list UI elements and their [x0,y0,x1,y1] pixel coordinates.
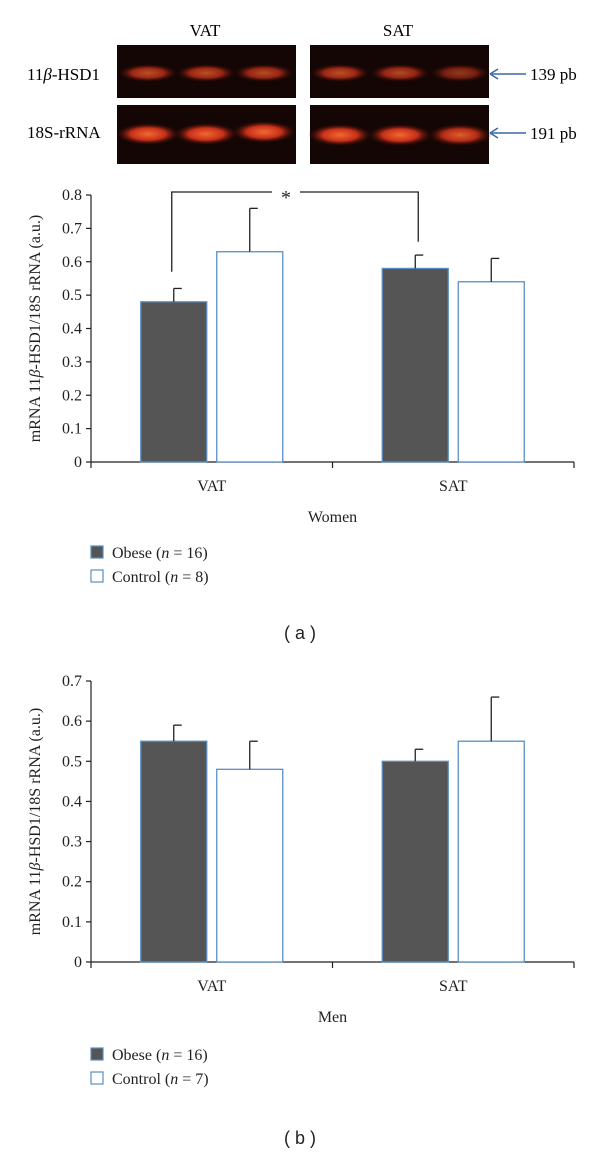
chart1-legend-entry-control: Control (n = 7) [112,1071,209,1088]
chart1-legend-count: = 7) [178,1071,208,1088]
band-sat-18s-1 [308,124,372,146]
chart0-ytick-label: 0.7 [62,220,82,237]
band-vat-18s-2 [174,123,238,145]
chart1-ytick-label: 0.6 [62,713,82,730]
chart1-ytick-label: 0.5 [62,753,82,770]
chart0-legend-entry-control: Control (n = 8) [112,569,209,586]
chart0-ytick-label: 0.5 [62,287,82,304]
chart0-legend-count: = 8) [178,569,208,586]
chart1-category-label-sat: SAT [439,978,468,995]
chart1-ylabel-suffix: -HSD1/18S rRNA (a.u.) [27,708,44,863]
chart1-legend-count: = 16) [169,1047,207,1064]
chart1-legend-open: ( [165,1071,170,1088]
chart0-ytick-label: 0.6 [62,254,82,271]
chart0-ylabel-beta: β [27,369,44,378]
band-sat-hsd1-3 [430,64,490,82]
chart0-panel-label: ( a ) [284,623,316,643]
chart1-ylabel-prefix: mRNA 11 [27,870,44,935]
chart-a: mRNA 11β-HSD1/18S rRNA (a.u.) 0 0.1 0.2 0.3 0… [27,187,575,643]
chart0-legend-open: ( [165,569,170,586]
chart1-ytick-label: 0.3 [62,834,82,851]
chart0-legend-name: Control [112,569,161,586]
chart0-ytick-label: 0.2 [62,387,82,404]
chart0-legend-n: n [170,569,178,586]
chart1-legend-entry-obese: Obese (n = 16) [112,1047,208,1064]
chart1-xlabel: Men [318,1009,347,1026]
arrow-191-head [489,127,499,139]
chart1-legend-n: n [161,1047,169,1064]
chart1-legend-swatch-obese [90,1047,104,1061]
chart1-legend-open: ( [156,1047,161,1064]
chart0-bar-control-sat [457,281,525,463]
chart1-bar-control-sat [457,740,525,963]
gel-row-label-hsd1: 11β-HSD1 [27,65,100,84]
band-sat-hsd1-1 [310,64,370,82]
chart1-panel-label: ( b ) [284,1128,316,1148]
chart1-ytick-label: 0 [74,954,82,971]
chart-b: mRNA 11β-HSD1/18S rRNA (a.u.) 0 0.1 0.2 0.3 0… [27,673,575,1148]
gel-header-vat: VAT [190,21,221,40]
band-vat-18s-1 [116,123,180,145]
chart0-ytick-label: 0.8 [62,187,82,204]
chart1-legend-n: n [170,1071,178,1088]
chart0-legend-swatch-obese [90,545,104,559]
chart1-legend-swatch-control [90,1071,104,1085]
chart0-ylabel: mRNA 11β-HSD1/18S rRNA (a.u.) [27,215,44,442]
chart0-legend-open: ( [156,545,161,562]
chart0-category-label-vat: VAT [197,478,226,495]
gel-header-sat: SAT [383,21,414,40]
band-vat-hsd1-2 [176,64,236,82]
chart1-bar-obese-sat [381,760,449,963]
chart0-bar-obese-vat [140,301,208,463]
chart1-ylabel-beta: β [27,862,44,871]
band-vat-hsd1-1 [118,64,178,82]
chart1-ytick-label: 0.4 [62,793,82,810]
chart1-bar-control-vat [216,768,284,963]
chart0-category-label-sat: SAT [439,478,468,495]
chart0-ylabel-prefix: mRNA 11 [27,377,44,442]
chart0-legend-entry-obese: Obese (n = 16) [112,545,208,562]
chart0-legend-count: = 16) [169,545,207,562]
gel-row-label-18s: 18S-rRNA [27,123,101,142]
chart0-ytick-label: 0.4 [62,321,82,338]
chart0-legend-swatch-control [90,569,104,583]
band-sat-18s-2 [368,124,432,146]
chart0-significance-star: * [281,187,291,209]
chart0-xlabel: Women [308,509,357,526]
chart0-ytick-label: 0.3 [62,354,82,371]
chart0-bar-control-vat [216,251,284,463]
chart1-ytick-label: 0.1 [62,914,82,931]
band-sat-hsd1-2 [370,64,430,82]
chart1-ytick-label: 0.2 [62,874,82,891]
chart1-legend-name: Control [112,1071,161,1088]
chart1-category-label-vat: VAT [197,978,226,995]
chart0-significance-bracket-left [171,191,272,272]
chart0-bar-obese-sat [381,267,449,463]
chart0-legend-n: n [161,545,169,562]
chart1-ytick-label: 0.7 [62,673,82,690]
size-label-191: 191 pb [530,124,577,143]
band-sat-18s-3 [428,124,492,146]
chart0-legend-name: Obese [112,545,152,562]
band-vat-hsd1-3 [234,64,294,82]
chart1-bar-obese-vat [140,740,208,963]
chart1-ylabel: mRNA 11β-HSD1/18S rRNA (a.u.) [27,708,44,935]
chart0-ytick-label: 0 [74,454,82,471]
chart0-ytick-label: 0.1 [62,421,82,438]
gel-panel: VAT SAT 11β-HSD1 18S-rRNA 139 pb 191 pb [27,21,577,164]
band-vat-18s-3 [232,121,296,143]
size-label-139: 139 pb [530,65,577,84]
arrow-139-head [489,68,499,80]
chart0-significance-bracket-right [300,191,419,242]
chart0-ylabel-suffix: -HSD1/18S rRNA (a.u.) [27,215,44,370]
chart1-legend-name: Obese [112,1047,152,1064]
